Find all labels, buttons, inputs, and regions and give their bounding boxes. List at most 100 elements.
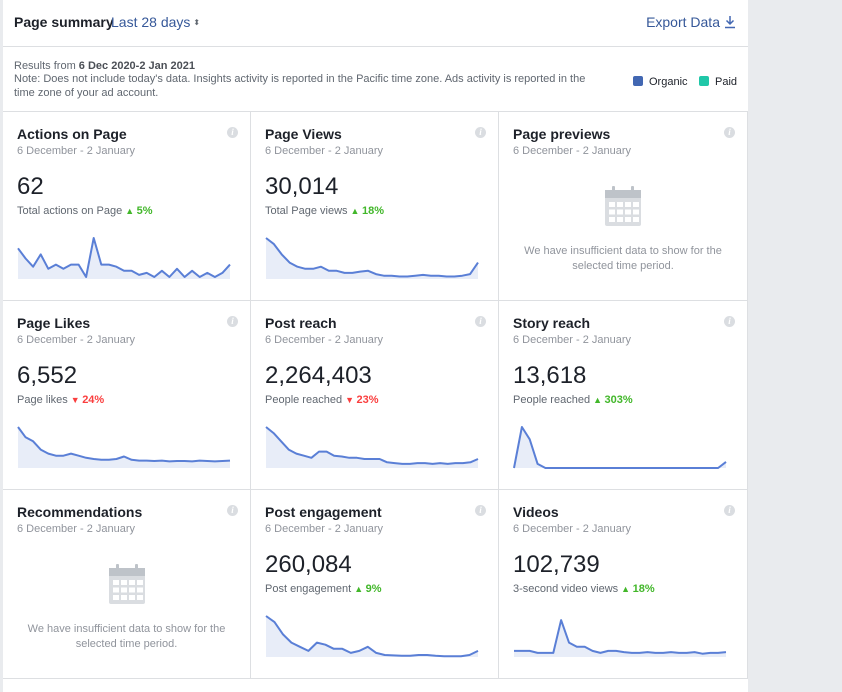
metric-title: Page previews — [513, 126, 611, 142]
change-indicator: ▼ 24% — [71, 394, 104, 406]
change-percent: 18% — [361, 205, 384, 217]
calendar-icon — [605, 186, 641, 226]
date-range-selector[interactable]: Last 28 days ⬍ — [111, 14, 200, 30]
change-percent: 9% — [365, 583, 382, 595]
metric-date-range: 6 December - 2 January — [513, 145, 631, 157]
metric-title: Actions on Page — [17, 126, 127, 142]
insufficient-data-message: We have insufficient data to show for th… — [524, 245, 722, 272]
metric-value: 6,552 — [17, 362, 78, 389]
legend-paid: Paid — [699, 76, 737, 88]
sparkline-chart — [17, 426, 231, 468]
calendar-icon — [108, 564, 145, 604]
change-percent: 303% — [604, 394, 633, 406]
summary-header: Page summary Last 28 days ⬍ Export Data — [3, 0, 748, 47]
metric-subtitle: 3-second video views ▲ 18% — [513, 583, 655, 595]
metric-subtitle-label: Page likes — [17, 394, 68, 406]
metric-title: Videos — [513, 504, 559, 520]
export-data-label: Export Data — [646, 14, 720, 30]
legend-paid-label: Paid — [715, 76, 738, 88]
change-indicator: ▲ 9% — [354, 583, 381, 595]
metric-card[interactable]: Page Likes 6 December - 2 January i 6,552 Pa… — [3, 301, 251, 490]
metric-title: Post reach — [265, 315, 337, 331]
metric-title: Page Views — [265, 126, 342, 142]
triangle-up-icon: ▲ — [350, 206, 362, 216]
change-indicator: ▲ 5% — [125, 205, 152, 217]
metric-subtitle-label: 3-second video views — [513, 583, 619, 595]
sparkline-area — [18, 427, 230, 468]
metric-date-range: 6 December - 2 January — [17, 523, 135, 535]
metric-title: Recommendations — [17, 504, 143, 520]
metric-value: 13,618 — [513, 362, 587, 389]
sparkline-area — [18, 238, 230, 279]
timezone-note: Note: Does not include today's data. Ins… — [14, 73, 586, 99]
metric-subtitle: People reached ▼ 23% — [265, 394, 379, 406]
triangle-down-icon: ▼ — [345, 395, 357, 405]
metric-date-range: 6 December - 2 January — [17, 334, 135, 346]
sparkline-chart — [514, 619, 727, 657]
metric-card[interactable]: Post reach 6 December - 2 January i 2,264,4… — [251, 301, 499, 490]
triangle-up-icon: ▲ — [593, 395, 605, 405]
triangle-up-icon: ▲ — [354, 584, 366, 594]
metric-card[interactable]: Actions on Page 6 December - 2 January i 62… — [3, 112, 251, 301]
info-icon[interactable]: i — [227, 505, 238, 516]
metric-date-range: 6 December - 2 January — [265, 523, 383, 535]
sparkline-chart — [265, 426, 479, 468]
info-icon[interactable]: i — [475, 505, 486, 516]
info-icon[interactable]: i — [475, 316, 486, 327]
metric-card[interactable]: Recommendations 6 December - 2 January i We… — [3, 490, 251, 679]
results-range-text: Results from 6 Dec 2020-2 Jan 2021 — [14, 60, 195, 72]
info-icon[interactable]: i — [724, 127, 735, 138]
sparkline-chart — [265, 615, 479, 658]
metric-value: 102,739 — [513, 551, 600, 578]
results-prefix: Results from — [14, 60, 79, 72]
change-percent: 23% — [356, 394, 379, 406]
metric-value: 2,264,403 — [265, 362, 372, 389]
info-icon[interactable]: i — [475, 127, 486, 138]
metric-date-range: 6 December - 2 January — [265, 334, 383, 346]
sparkline-chart — [265, 237, 479, 279]
sparkline-line — [514, 619, 727, 655]
metric-subtitle: People reached ▲ 303% — [513, 394, 633, 406]
info-icon[interactable]: i — [227, 316, 238, 327]
sparkline-line — [17, 237, 231, 278]
metric-card[interactable]: Page Views 6 December - 2 January i 30,014 T… — [251, 112, 499, 301]
metric-date-range: 6 December - 2 January — [513, 523, 631, 535]
info-icon[interactable]: i — [227, 127, 238, 138]
metric-value: 260,084 — [265, 551, 352, 578]
metric-subtitle: Total Page views ▲ 18% — [265, 205, 384, 217]
metric-value: 62 — [17, 173, 44, 200]
metric-subtitle: Post engagement ▲ 9% — [265, 583, 382, 595]
metrics-grid: Actions on Page 6 December - 2 January i 62… — [3, 112, 748, 692]
metric-card[interactable]: Page previews 6 December - 2 January i We h… — [499, 112, 748, 301]
sparkline-line — [513, 426, 727, 469]
sparkline-chart — [17, 237, 231, 279]
metric-title: Story reach — [513, 315, 591, 331]
sparkline-line — [265, 615, 479, 658]
export-data-button[interactable]: Export Data — [646, 14, 736, 30]
page-summary-panel: Page summary Last 28 days ⬍ Export Data R… — [3, 0, 748, 692]
metric-title: Page Likes — [17, 315, 91, 331]
metric-subtitle: Total actions on Page ▲ 5% — [17, 205, 153, 217]
metric-subtitle-label: Total Page views — [265, 205, 348, 217]
change-indicator: ▲ 18% — [621, 583, 654, 595]
download-icon — [725, 16, 735, 29]
metric-date-range: 6 December - 2 January — [265, 145, 383, 157]
change-indicator: ▲ 18% — [351, 205, 384, 217]
triangle-up-icon: ▲ — [125, 206, 137, 216]
info-icon[interactable]: i — [724, 316, 735, 327]
legend-organic: Organic — [633, 76, 688, 88]
metric-date-range: 6 December - 2 January — [513, 334, 631, 346]
metric-card[interactable]: Videos 6 December - 2 January i 102,739 3-se… — [499, 490, 748, 679]
results-note: Results from 6 Dec 2020-2 Jan 2021 Note:… — [3, 47, 748, 112]
page-summary-title: Page summary — [14, 14, 114, 30]
metric-card[interactable]: Post engagement 6 December - 2 January i 26… — [251, 490, 499, 679]
metric-title: Post engagement — [265, 504, 382, 520]
metric-card[interactable]: Story reach 6 December - 2 January i 13,618… — [499, 301, 748, 490]
sparkline-area — [266, 427, 478, 468]
metric-subtitle-label: People reached — [265, 394, 343, 406]
sort-arrows-icon: ⬍ — [193, 18, 201, 27]
metric-date-range: 6 December - 2 January — [17, 145, 135, 157]
change-indicator: ▼ 23% — [345, 394, 378, 406]
info-icon[interactable]: i — [724, 505, 735, 516]
sparkline-line — [265, 426, 479, 465]
